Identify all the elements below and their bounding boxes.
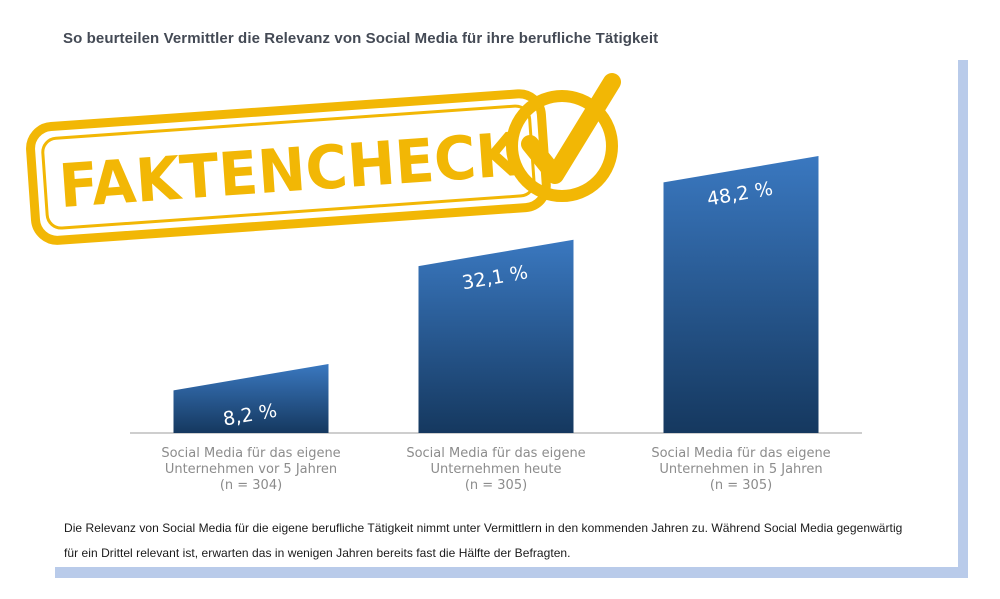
bar-3	[663, 156, 819, 433]
category-label-2-line-1: Social Media für das eigene	[406, 446, 585, 461]
category-label-2-line-2: Unternehmen heute	[430, 462, 561, 477]
bar-1	[173, 364, 329, 433]
frame-right-border	[958, 60, 968, 578]
category-label-3-line-1: Social Media für das eigene	[651, 446, 830, 461]
footnote: Die Relevanz von Social Media für die ei…	[64, 516, 944, 566]
category-label-3-line-2: Unternehmen in 5 Jahren	[659, 462, 822, 477]
stamp-text: FAKTENCHECK	[57, 120, 525, 222]
category-label-1-line-1: Social Media für das eigene	[161, 446, 340, 461]
footnote-line-1: Die Relevanz von Social Media für die ei…	[64, 521, 903, 535]
category-label-2-line-3: (n = 305)	[465, 478, 527, 493]
category-label-1-line-2: Unternehmen vor 5 Jahren	[165, 462, 337, 477]
bars-layer	[173, 156, 819, 433]
frame-bottom-border	[55, 567, 968, 578]
checkmark-icon	[506, 73, 621, 202]
chart-title: So beurteilen Vermittler die Relevanz vo…	[63, 30, 659, 47]
footnote-line-2: für ein Drittel relevant ist, erwarten d…	[64, 546, 571, 560]
bar-2	[418, 239, 574, 433]
category-label-1-line-3: (n = 304)	[220, 478, 282, 493]
category-label-3-line-3: (n = 305)	[710, 478, 772, 493]
